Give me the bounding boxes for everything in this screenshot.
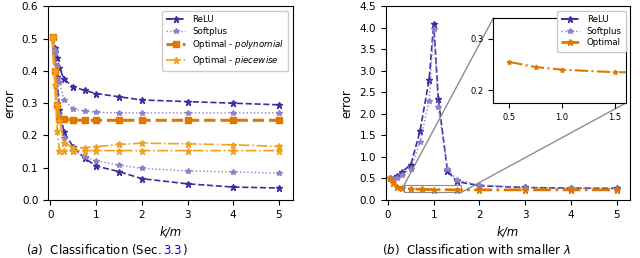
ReLU bbox=[613, 187, 621, 190]
ReLU bbox=[430, 22, 438, 25]
Optimal bbox=[430, 188, 438, 191]
X-axis label: k/m: k/m bbox=[497, 225, 519, 238]
Optimal bbox=[407, 187, 415, 190]
Y-axis label: error: error bbox=[340, 89, 354, 118]
Softplus bbox=[435, 106, 442, 109]
Softplus bbox=[452, 178, 460, 181]
Softplus bbox=[567, 187, 575, 190]
Softplus bbox=[416, 140, 424, 143]
ReLU bbox=[444, 169, 451, 172]
Optimal bbox=[394, 185, 401, 188]
Softplus bbox=[394, 177, 401, 180]
Optimal bbox=[398, 187, 406, 190]
ReLU bbox=[435, 97, 442, 100]
Line: Optimal: Optimal bbox=[387, 175, 620, 193]
Softplus bbox=[398, 174, 406, 177]
Optimal bbox=[388, 181, 396, 184]
Optimal bbox=[387, 177, 394, 180]
Softplus bbox=[430, 27, 438, 30]
Optimal bbox=[476, 188, 483, 191]
Optimal bbox=[613, 188, 621, 191]
Text: ): ) bbox=[182, 244, 187, 257]
ReLU bbox=[522, 186, 529, 189]
ReLU bbox=[394, 175, 401, 178]
Text: $(b)$  Classification with smaller $\lambda$: $(b)$ Classification with smaller $\lamb… bbox=[382, 242, 572, 257]
Line: ReLU: ReLU bbox=[387, 21, 620, 191]
Optimal bbox=[419, 188, 426, 191]
Optimal bbox=[522, 188, 529, 191]
ReLU bbox=[476, 184, 483, 187]
ReLU bbox=[426, 78, 433, 81]
Softplus bbox=[613, 187, 621, 190]
ReLU bbox=[398, 171, 406, 174]
Softplus bbox=[476, 183, 483, 187]
Line: Softplus: Softplus bbox=[387, 26, 620, 191]
Softplus bbox=[444, 167, 451, 170]
ReLU bbox=[452, 180, 460, 183]
ReLU bbox=[388, 178, 396, 181]
Softplus bbox=[522, 186, 529, 189]
Softplus bbox=[387, 177, 394, 180]
Optimal bbox=[452, 188, 460, 191]
Optimal bbox=[567, 188, 575, 191]
Bar bbox=[404, 185, 461, 192]
ReLU bbox=[387, 177, 394, 180]
Text: $(a)$  Classification (Sec.: $(a)$ Classification (Sec. bbox=[26, 242, 163, 257]
ReLU bbox=[416, 130, 424, 133]
X-axis label: k/m: k/m bbox=[159, 225, 182, 238]
Y-axis label: error: error bbox=[3, 89, 16, 118]
Text: 3.3: 3.3 bbox=[163, 244, 182, 257]
Softplus bbox=[388, 178, 396, 181]
ReLU bbox=[567, 187, 575, 190]
ReLU bbox=[407, 163, 415, 166]
Legend: ReLU, Softplus, Optimal - $\it{polynomial}$, Optimal - $\it{piecewise}$: ReLU, Softplus, Optimal - $\it{polynomia… bbox=[162, 11, 289, 71]
Legend: ReLU, Softplus, Optimal: ReLU, Softplus, Optimal bbox=[557, 11, 626, 52]
Softplus bbox=[426, 100, 433, 103]
Softplus bbox=[407, 167, 415, 171]
